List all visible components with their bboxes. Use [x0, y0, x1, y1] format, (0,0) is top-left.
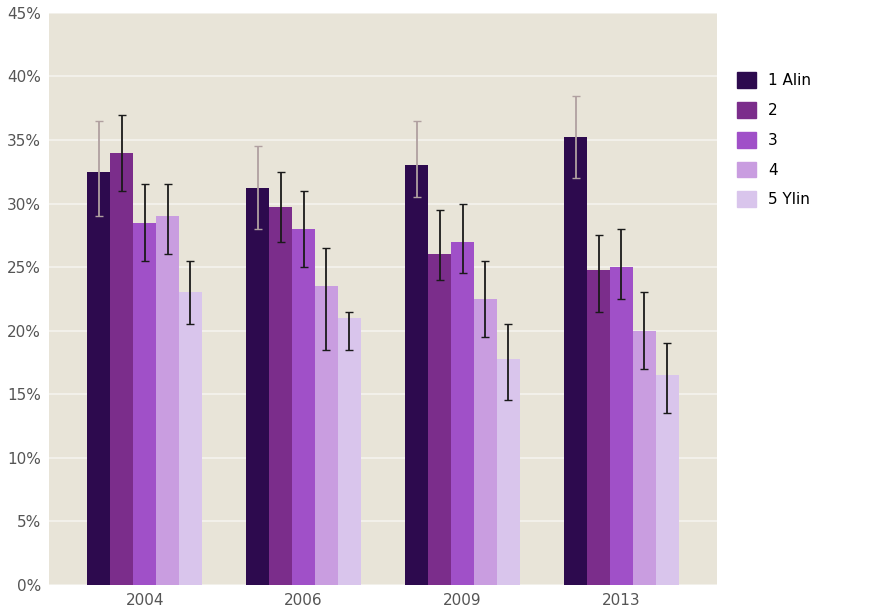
- Bar: [110, 153, 134, 585]
- Bar: [134, 223, 156, 585]
- Bar: [633, 331, 656, 585]
- Bar: [179, 293, 202, 585]
- Bar: [428, 255, 451, 585]
- Bar: [564, 138, 587, 585]
- Bar: [88, 172, 110, 585]
- Bar: [451, 242, 474, 585]
- Bar: [315, 286, 338, 585]
- Bar: [338, 318, 361, 585]
- Bar: [474, 299, 497, 585]
- Bar: [405, 165, 428, 585]
- Bar: [292, 229, 315, 585]
- Bar: [497, 359, 520, 585]
- Bar: [246, 188, 269, 585]
- Bar: [656, 375, 678, 585]
- Bar: [587, 269, 610, 585]
- Legend: 1 Alin, 2, 3, 4, 5 Ylin: 1 Alin, 2, 3, 4, 5 Ylin: [731, 66, 817, 213]
- Bar: [269, 207, 292, 585]
- Bar: [156, 216, 179, 585]
- Bar: [610, 267, 633, 585]
